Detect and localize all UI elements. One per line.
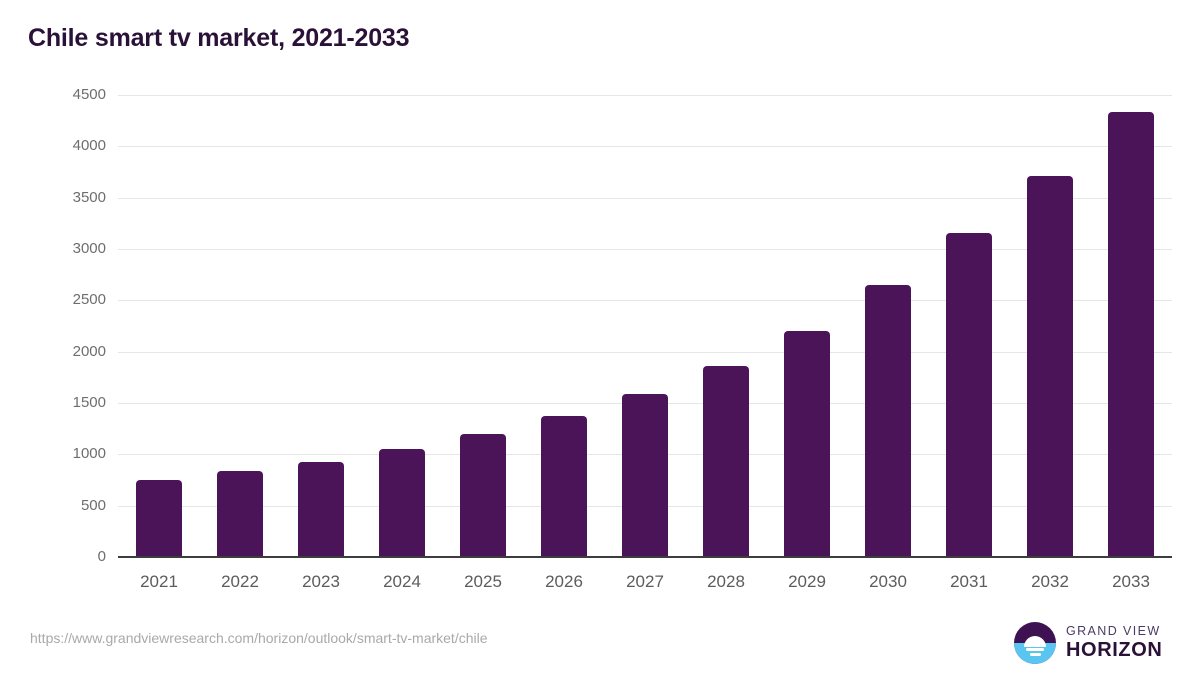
- gridline: [118, 95, 1172, 96]
- x-axis-line: [118, 556, 1172, 558]
- x-axis-tick-label: 2031: [950, 572, 988, 591]
- horizon-sun-icon: [1014, 622, 1056, 664]
- gridline: [118, 300, 1172, 301]
- x-axis-tick-label: 2025: [464, 572, 502, 591]
- gridline: [118, 198, 1172, 199]
- gridline: [118, 146, 1172, 147]
- bar-2024[interactable]: [379, 449, 425, 557]
- logo-line-grand-view: GRAND VIEW: [1066, 624, 1161, 638]
- y-axis-tick-label: 2500: [72, 291, 106, 308]
- x-axis-tick-label: 2028: [707, 572, 745, 591]
- bar-2031[interactable]: [946, 233, 992, 557]
- source-url[interactable]: https://www.grandviewresearch.com/horizo…: [30, 630, 488, 646]
- bar-2022[interactable]: [217, 471, 263, 557]
- gridline: [118, 352, 1172, 353]
- x-axis-tick-label: 2033: [1112, 572, 1150, 591]
- bar-2027[interactable]: [622, 394, 668, 557]
- y-axis-tick-label: 3500: [72, 189, 106, 206]
- y-axis-tick-label: 2000: [72, 343, 106, 360]
- bar-2033[interactable]: [1108, 112, 1154, 557]
- x-axis-tick-label: 2030: [869, 572, 907, 591]
- y-axis-tick-label: 1500: [72, 394, 106, 411]
- bar-2023[interactable]: [298, 462, 344, 557]
- logo-ray-large: [1026, 648, 1044, 652]
- plot-area: [118, 95, 1172, 557]
- bar-2030[interactable]: [865, 285, 911, 557]
- gridline: [118, 249, 1172, 250]
- logo-ray-small: [1029, 653, 1041, 657]
- logo-line-horizon: HORIZON: [1066, 639, 1163, 661]
- y-axis-tick-label: 4000: [72, 137, 106, 154]
- x-axis-tick-label: 2021: [140, 572, 178, 591]
- bar-2026[interactable]: [541, 416, 587, 557]
- x-axis-tick-label: 2027: [626, 572, 664, 591]
- bar-2021[interactable]: [136, 480, 182, 557]
- x-axis-tick-label: 2029: [788, 572, 826, 591]
- bar-2025[interactable]: [460, 434, 506, 557]
- bar-2029[interactable]: [784, 331, 830, 557]
- logo-wordmark: GRAND VIEW HORIZON: [1066, 624, 1162, 661]
- y-axis-tick-label: 1000: [72, 445, 106, 462]
- x-axis-tick-label: 2023: [302, 572, 340, 591]
- x-axis-tick-label: 2022: [221, 572, 259, 591]
- logo-sun-shape: [1024, 636, 1046, 648]
- y-axis-tick-label: 3000: [72, 240, 106, 257]
- y-axis-tick-label: 4500: [72, 86, 106, 103]
- x-axis-tick-label: 2032: [1031, 572, 1069, 591]
- x-axis-tick-label: 2026: [545, 572, 583, 591]
- bar-2028[interactable]: [703, 366, 749, 557]
- y-axis-tick-label: 0: [97, 548, 106, 565]
- bar-2032[interactable]: [1027, 176, 1073, 557]
- page-title: Chile smart tv market, 2021-2033: [28, 24, 410, 52]
- y-axis-tick-label: 500: [80, 497, 106, 514]
- x-axis-tick-label: 2024: [383, 572, 421, 591]
- grand-view-horizon-logo: GRAND VIEW HORIZON: [1014, 620, 1174, 666]
